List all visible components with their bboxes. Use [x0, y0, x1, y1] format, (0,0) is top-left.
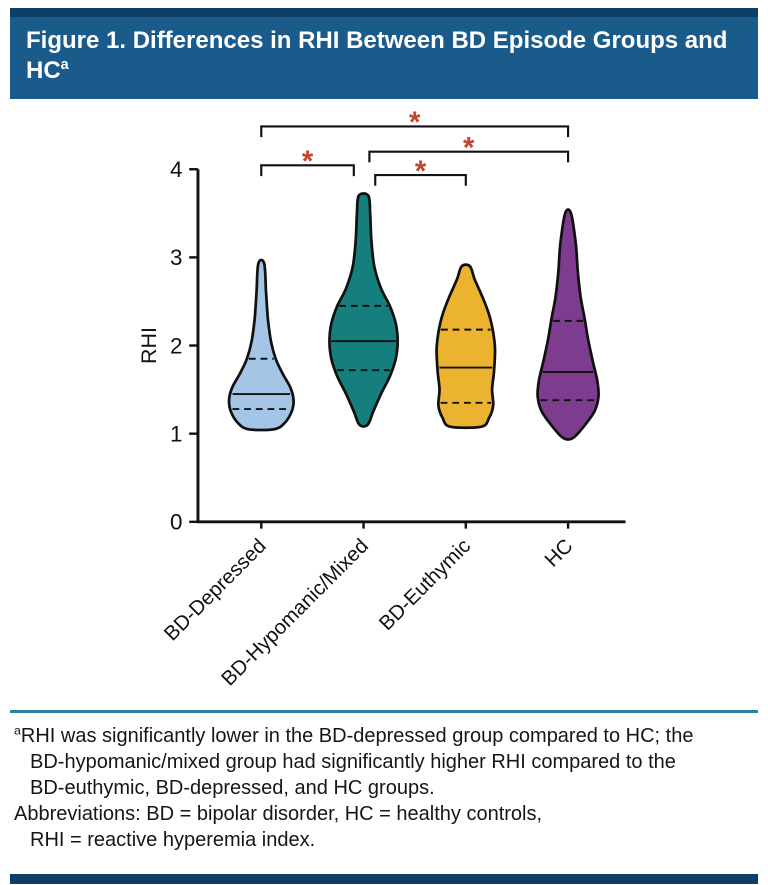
figure-title: Figure 1. Differences in RHI Between BD … — [10, 17, 758, 99]
bottom-bar — [10, 874, 758, 884]
violin-hc — [536, 208, 600, 442]
significance-asterisk: * — [302, 147, 314, 179]
significance-asterisk: * — [463, 133, 475, 165]
y-tick-label: 2 — [170, 334, 182, 359]
x-axis-label-bd-depressed: BD-Depressed — [160, 535, 271, 646]
violin-bd-depressed — [227, 259, 295, 432]
abbreviations-line-1: Abbreviations: BD = bipolar disorder, HC… — [14, 803, 543, 826]
violin-bd-hypomanic-mixed — [328, 192, 399, 429]
footnote-abbreviations: Abbreviations: BD = bipolar disorder, HC… — [14, 801, 704, 853]
significance-bracket — [260, 164, 355, 177]
x-axis-label-bd-euthymic: BD-Euthymic — [375, 535, 476, 636]
chart-area: 0 1 2 3 4 RHI BD-Depressed BD-Hypomanic/Mixed BD… — [10, 101, 758, 710]
figure-title-text: Figure 1. Differences in RHI Between BD … — [26, 27, 728, 85]
y-axis-title: RHI — [137, 328, 161, 365]
figure-header: Figure 1. Differences in RHI Between BD … — [10, 17, 758, 100]
significance-bracket — [260, 125, 570, 138]
footnote-note: aRHI was significantly lower in the BD-d… — [14, 723, 704, 801]
significance-asterisk: * — [415, 156, 427, 188]
footnote-superscript: a — [14, 723, 21, 738]
violin-bd-euthymic — [435, 263, 497, 430]
y-tick-label: 1 — [170, 422, 182, 447]
y-tick-label: 3 — [170, 246, 182, 271]
figure-title-superscript: a — [60, 57, 69, 74]
footnote-note-text: RHI was significantly lower in the BD-de… — [20, 725, 694, 800]
significance-asterisk: * — [409, 108, 421, 140]
footnote-divider — [10, 710, 758, 714]
significance-bracket — [374, 174, 467, 187]
x-axis-label-hc: HC — [540, 535, 577, 572]
y-tick-label: 4 — [170, 158, 182, 183]
y-tick-label: 0 — [170, 510, 182, 535]
footnote: aRHI was significantly lower in the BD-d… — [10, 721, 706, 853]
header-top-strip — [10, 8, 758, 17]
abbreviations-line-2: RHI = reactive hyperemia index. — [30, 829, 316, 852]
significance-bracket — [368, 151, 570, 163]
